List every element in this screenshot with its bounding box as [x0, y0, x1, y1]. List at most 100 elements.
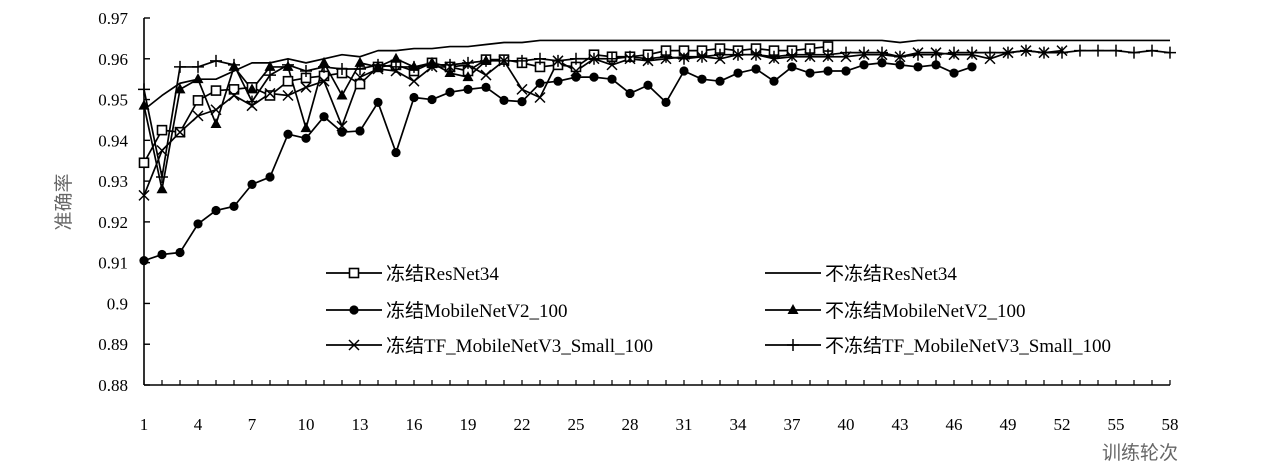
data-point-2 [697, 74, 707, 84]
data-point-4 [354, 71, 366, 83]
data-point-2 [553, 76, 563, 86]
y-tick-label: 0.92 [98, 213, 128, 232]
data-point-5 [192, 60, 204, 73]
y-tick-label: 0.94 [98, 131, 128, 150]
data-point-0 [192, 95, 204, 106]
y-tick-label: 0.89 [98, 335, 128, 354]
data-point-3 [174, 83, 186, 94]
data-point-2 [427, 94, 437, 105]
x-tick-label: 52 [1054, 415, 1071, 434]
data-point-0 [210, 85, 222, 96]
series-line-1 [143, 39, 1170, 111]
data-point-5 [624, 50, 636, 63]
data-point-5 [300, 65, 312, 78]
data-point-5 [912, 48, 924, 61]
data-point-3 [444, 67, 456, 78]
data-point-3 [138, 99, 150, 110]
series-markers [138, 41, 1176, 266]
x-tick-label: 16 [406, 415, 423, 434]
data-point-5 [138, 83, 150, 96]
data-point-5 [354, 62, 366, 75]
data-point-5 [894, 50, 906, 63]
data-point-5 [1092, 44, 1104, 57]
legend-marker [348, 267, 360, 279]
data-point-3 [264, 60, 276, 71]
data-point-2 [787, 62, 797, 72]
data-point-3 [390, 52, 402, 63]
data-point-2 [193, 219, 203, 229]
data-point-2 [373, 97, 383, 108]
data-point-4 [516, 83, 528, 95]
data-point-4 [264, 87, 276, 99]
x-axis-title: 训练轮次 [1102, 442, 1178, 464]
data-point-2 [661, 97, 671, 108]
data-point-2 [229, 201, 239, 211]
data-point-3 [210, 118, 222, 129]
data-point-2 [139, 256, 149, 266]
data-point-2 [607, 74, 617, 84]
data-point-3 [354, 56, 366, 67]
y-tick-label: 0.91 [98, 254, 128, 273]
x-tick-label: 22 [514, 415, 531, 434]
data-point-5 [696, 50, 708, 63]
data-point-2 [625, 88, 635, 99]
series-lines [143, 39, 1171, 262]
legend-marker [787, 339, 799, 351]
data-point-0 [354, 78, 366, 90]
data-point-0 [264, 90, 276, 101]
data-point-5 [1056, 46, 1068, 59]
data-point-2 [535, 78, 545, 88]
data-point-5 [552, 54, 564, 67]
legend-label: 不冻结ResNet34 [825, 263, 957, 285]
data-point-4 [300, 81, 312, 93]
data-point-5 [804, 48, 816, 61]
data-point-2 [751, 64, 761, 74]
data-point-5 [390, 60, 402, 73]
x-tick-label: 43 [892, 415, 909, 434]
data-point-2 [283, 129, 293, 139]
data-point-4 [138, 189, 150, 201]
data-point-5 [930, 48, 942, 61]
legend: 冻结ResNet34 不冻结ResNet34 冻结MobileNetV2_100 不冻… [326, 263, 1111, 357]
data-point-2 [805, 68, 815, 78]
y-tick-label: 0.95 [98, 91, 128, 110]
data-point-4 [570, 65, 582, 77]
data-point-5 [228, 58, 240, 71]
x-tick-label: 40 [838, 415, 855, 434]
data-point-4 [336, 120, 348, 132]
legend-marker [348, 339, 360, 351]
data-point-2 [157, 249, 167, 260]
legend-label: 冻结TF_MobileNetV3_Small_100 [386, 335, 653, 357]
data-point-2 [211, 205, 221, 216]
data-point-5 [588, 52, 600, 65]
x-tick-label: 25 [568, 415, 585, 434]
data-point-5 [336, 62, 348, 75]
data-point-5 [606, 52, 618, 65]
data-point-5 [318, 60, 330, 73]
x-tick-label: 58 [1162, 415, 1179, 434]
data-point-5 [408, 60, 420, 73]
data-point-5 [534, 52, 546, 65]
x-tick-label: 13 [352, 415, 369, 434]
data-point-5 [1128, 46, 1140, 59]
data-point-4 [984, 53, 996, 65]
data-point-5 [966, 46, 978, 59]
x-tick-label: 7 [248, 415, 257, 434]
data-point-5 [642, 52, 654, 65]
data-point-2 [931, 60, 941, 70]
data-point-4 [228, 89, 240, 102]
data-point-0 [282, 75, 294, 87]
y-tick-label: 0.96 [98, 50, 128, 69]
x-tick-label: 31 [676, 415, 693, 434]
x-tick-label: 37 [784, 415, 802, 434]
data-point-2 [733, 68, 743, 78]
data-point-5 [786, 48, 798, 61]
data-point-3 [246, 83, 258, 94]
data-point-5 [1074, 44, 1086, 57]
data-point-5 [1146, 44, 1158, 57]
data-point-5 [264, 69, 276, 82]
ticks: 0.88 0.89 0.9 0.91 0.92 0.93 0.94 0.95 0.96 0.97 1… [98, 9, 1178, 434]
data-point-2 [769, 76, 779, 86]
data-point-0 [156, 124, 168, 136]
